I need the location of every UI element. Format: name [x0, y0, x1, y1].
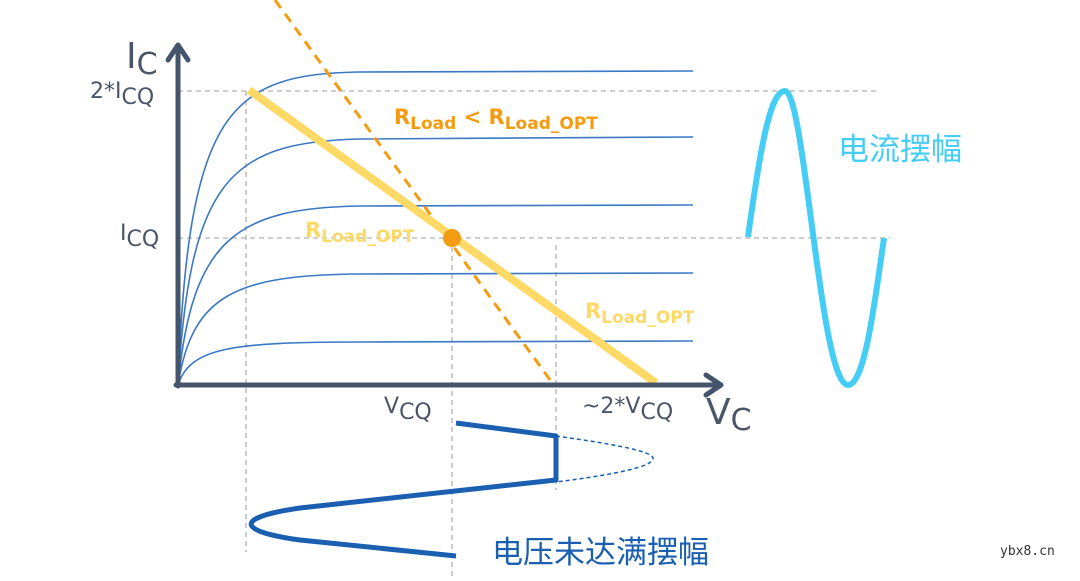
curve-4 [177, 272, 694, 386]
tick-2icq: 2*ICQ [90, 79, 154, 110]
voltage-swing-wave [248, 420, 559, 559]
watermark: ybx8.cn [1000, 544, 1055, 559]
y-axis-arrow-icon [165, 42, 191, 63]
y-axis-label: IC [126, 36, 158, 82]
load-line-less [273, 0, 555, 385]
current-swing-label: 电流摆幅 [838, 132, 962, 168]
label-rload-opt-q: RLoad_OPT [305, 218, 415, 247]
tick-vcq: VCQ [384, 394, 432, 425]
label-rload-less: RLoad < RLoad_OPT [394, 105, 598, 134]
tick-2vcq: ~2*VCQ [582, 394, 673, 425]
voltage-swing-label: 电压未达满摆幅 [492, 535, 709, 571]
q-point [443, 229, 461, 247]
guide-lines [178, 90, 890, 578]
current-swing-wave [745, 87, 887, 389]
ic-vc-curves [177, 70, 694, 386]
curve-3 [177, 204, 694, 386]
x-axis-label: VC [706, 392, 752, 438]
curve-5 [177, 340, 694, 386]
x-axis-arrow-icon [703, 372, 724, 398]
label-rload-opt-line: RLoad_OPT [585, 299, 695, 328]
tick-icq: ICQ [120, 221, 159, 252]
curve-2 [177, 136, 694, 386]
curve-1 [177, 70, 694, 386]
voltage-clipped-dashed [555, 435, 654, 483]
